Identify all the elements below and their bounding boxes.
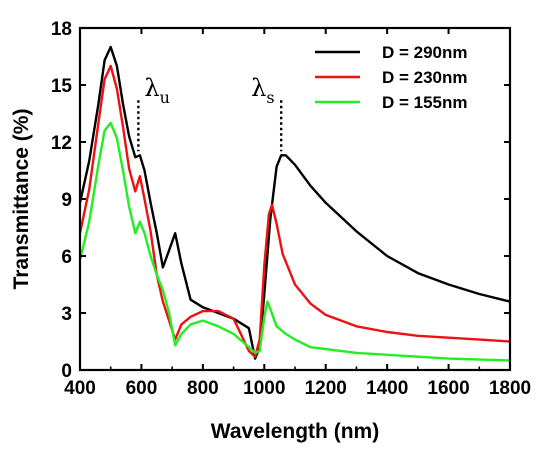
- y-tick-label: 18: [51, 19, 72, 40]
- annotation-layer: λu λs: [137, 74, 283, 152]
- x-tick-label: 400: [64, 378, 96, 399]
- y-tick-label: 15: [51, 76, 73, 97]
- legend: D = 290nm D = 230nm D = 155nm: [315, 43, 468, 112]
- annotation-symbol: λ: [144, 74, 159, 102]
- x-tick-label: 600: [126, 378, 158, 399]
- tick-layer: 400 600 800 1000 1200 1400 1600 1800 0 3 6 9 12 15 18: [51, 19, 531, 399]
- x-tick-label: 1200: [305, 378, 347, 399]
- annotation-symbol: λ: [251, 74, 266, 102]
- legend-label-3: D = 155nm: [382, 93, 468, 112]
- annotation-label: λs: [251, 74, 274, 107]
- y-tick-label: 9: [61, 190, 72, 211]
- x-tick-label: 1400: [366, 378, 408, 399]
- y-tick-label: 0: [61, 361, 72, 382]
- x-tick-label: 1000: [243, 378, 285, 399]
- series-line-2: [78, 64, 511, 358]
- x-tick-label: 1600: [427, 378, 469, 399]
- annotation-subscript: s: [266, 88, 274, 107]
- y-axis-title: Transmittance (%): [10, 109, 33, 290]
- y-tick-label: 6: [61, 247, 72, 268]
- annotation-label: λu: [144, 74, 170, 107]
- y-tick-label: 3: [61, 304, 72, 325]
- x-axis-title: Wavelength (nm): [211, 420, 379, 443]
- legend-label-1: D = 290nm: [382, 43, 468, 62]
- x-tick-label: 800: [187, 378, 219, 399]
- series-line-3: [78, 121, 511, 362]
- x-tick-label: 1800: [489, 378, 531, 399]
- legend-label-2: D = 230nm: [382, 68, 468, 87]
- series-layer: [78, 45, 511, 362]
- y-tick-label: 12: [51, 133, 72, 154]
- annotation-subscript: u: [160, 88, 170, 107]
